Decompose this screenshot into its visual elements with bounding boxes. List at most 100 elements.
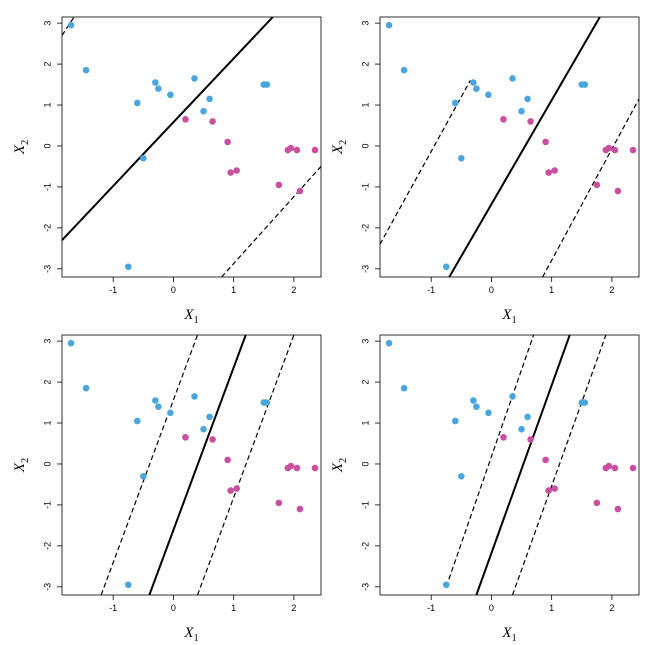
y-tick-label: -1: [360, 501, 370, 509]
point-class-a: [581, 81, 589, 88]
point-class-b: [545, 487, 552, 494]
point-class-a: [442, 581, 450, 589]
x-tick-label: 0: [171, 285, 176, 295]
y-tick-label: -2: [360, 542, 370, 550]
point-class-a: [152, 397, 159, 404]
point-class-a: [133, 99, 141, 107]
point-class-b: [605, 462, 613, 470]
point-class-b: [629, 146, 637, 154]
point-class-b: [293, 464, 301, 472]
point-class-b: [209, 436, 216, 443]
point-class-b: [542, 456, 549, 464]
y-tick-label: 2: [360, 62, 370, 67]
x-tick-label: 0: [489, 285, 494, 295]
x-tick-label: 1: [231, 603, 236, 613]
point-class-a: [518, 107, 525, 115]
point-class-b: [527, 436, 534, 443]
point-class-a: [140, 472, 147, 480]
y-tick-label: 1: [42, 421, 52, 426]
y-tick-label: -2: [42, 542, 52, 550]
point-class-b: [611, 146, 619, 154]
panel-bottom-left: -1 0 1 2 -3 -2 -1 0 1 2 3 X1 X2: [12, 334, 322, 644]
y-axis-label: X2: [330, 140, 349, 155]
point-class-a: [152, 79, 159, 86]
y-tick-label: -1: [42, 183, 52, 191]
point-class-b: [500, 116, 507, 123]
point-class-b: [593, 499, 601, 507]
point-class-a: [509, 393, 516, 400]
plot-frame: [61, 334, 322, 596]
point-class-b: [545, 169, 552, 176]
point-class-b: [311, 464, 319, 472]
point-class-a: [485, 91, 492, 99]
point-class-a: [524, 95, 531, 103]
y-tick-label: 3: [42, 21, 52, 26]
separating-hyperplane-line: [62, 17, 274, 241]
plot-frame: [379, 16, 640, 278]
point-class-a: [191, 75, 198, 82]
y-tick-label: 3: [42, 339, 52, 344]
point-class-b: [227, 487, 234, 494]
point-class-a: [442, 263, 450, 271]
x-tick-label: 1: [549, 285, 554, 295]
point-class-a: [200, 107, 207, 115]
x-tick-label: 2: [609, 603, 614, 613]
point-class-a: [385, 21, 393, 29]
point-class-b: [296, 187, 304, 195]
point-class-a: [67, 21, 75, 29]
point-class-b: [287, 144, 295, 152]
point-class-a: [191, 393, 198, 400]
x-tick-label: 0: [171, 603, 176, 613]
y-axis-label: X2: [12, 458, 31, 473]
x-tick-label: 1: [549, 603, 554, 613]
point-class-b: [551, 485, 558, 492]
point-class-a: [67, 339, 75, 347]
x-axis-label: X1: [183, 307, 198, 326]
point-class-b: [224, 456, 231, 464]
point-class-b: [182, 116, 189, 123]
point-class-a: [206, 95, 213, 103]
plot-frame: [379, 334, 640, 596]
separating-hyperplane-line: [475, 335, 571, 595]
point-class-a: [470, 79, 477, 86]
y-tick-label: -2: [42, 224, 52, 232]
y-tick-label: 1: [42, 103, 52, 108]
point-class-a: [263, 399, 271, 406]
point-class-a: [400, 384, 408, 392]
x-tick-label: 2: [291, 603, 296, 613]
y-tick-label: 2: [360, 380, 370, 385]
point-class-a: [200, 425, 207, 433]
point-class-b: [629, 464, 637, 472]
x-tick-label: 0: [489, 603, 494, 613]
point-class-a: [400, 66, 408, 74]
y-tick-label: -1: [360, 183, 370, 191]
point-class-b: [614, 505, 622, 513]
point-class-b: [500, 434, 507, 441]
separating-hyperplane-line: [448, 17, 601, 277]
point-class-b: [542, 138, 549, 146]
point-class-a: [124, 263, 132, 271]
point-class-a: [473, 403, 480, 410]
x-tick-label: -1: [109, 603, 117, 613]
point-class-b: [227, 169, 234, 176]
x-tick-label: 2: [609, 285, 614, 295]
y-tick-label: 0: [360, 143, 370, 148]
separating-hyperplane-line: [148, 335, 247, 595]
point-class-a: [385, 339, 393, 347]
point-class-b: [275, 181, 283, 189]
y-tick-label: 0: [42, 143, 52, 148]
point-class-b: [311, 146, 319, 154]
point-class-b: [224, 138, 231, 146]
point-class-a: [167, 409, 174, 417]
point-class-a: [82, 384, 90, 392]
point-class-a: [518, 425, 525, 433]
x-tick-label: 2: [291, 285, 296, 295]
y-tick-label: 3: [360, 339, 370, 344]
point-class-b: [275, 499, 283, 507]
margin-line: [511, 335, 607, 595]
point-class-a: [509, 75, 516, 82]
y-tick-label: 3: [360, 21, 370, 26]
point-class-b: [209, 118, 216, 125]
panel-top-right: -1 0 1 2 -3 -2 -1 0 1 2 3 X1 X2: [330, 16, 640, 326]
point-class-b: [293, 146, 301, 154]
